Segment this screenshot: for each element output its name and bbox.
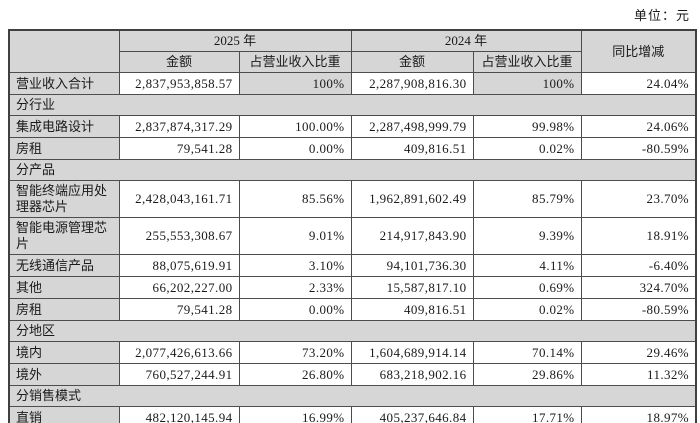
- section-row: 分产品: [8, 159, 697, 181]
- corner-blank-cell: [8, 29, 120, 73]
- ratio-2024-cell: 0.02%: [472, 137, 582, 160]
- table-row: 集成电路设计 2,837,874,317.29 100.00% 2,287,498,9…: [8, 115, 697, 138]
- table-row: 智能终端应用处理器芯片 2,428,043,161.71 85.56% 1,962,8…: [8, 180, 697, 218]
- section-label: 分行业: [8, 94, 697, 116]
- amount-2025-cell: 2,837,874,317.29: [118, 115, 240, 138]
- amount-2024-cell: 1,604,689,914.14: [350, 341, 474, 364]
- ratio-header-2024: 占营业收入比重: [472, 51, 582, 73]
- ratio-2025-cell: 16.99%: [238, 406, 352, 423]
- amount-2025-cell: 66,202,227.00: [118, 276, 240, 299]
- year-2024-header: 2024 年: [350, 29, 582, 52]
- table-row: 其他 66,202,227.00 2.33% 15,587,817.10 0.69% 32…: [8, 276, 697, 299]
- row-label-cell: 境外: [8, 363, 120, 386]
- table-row: 房租 79,541.28 0.00% 409,816.51 0.02% -80.59%: [8, 298, 697, 321]
- amount-2025-cell: 255,553,308.67: [118, 217, 240, 255]
- ratio-2024-cell: 99.98%: [472, 115, 582, 138]
- ratio-2025-cell: 26.80%: [238, 363, 352, 386]
- unit-label: 单位：元: [633, 8, 690, 23]
- amount-2024-cell: 1,962,891,602.49: [350, 180, 474, 218]
- row-label-cell: 智能电源管理芯片: [8, 217, 120, 255]
- ratio-2024-cell: 29.86%: [472, 363, 582, 386]
- ratio-2025-cell: 0.00%: [238, 137, 352, 160]
- table-row: 无线通信产品 88,075,619.91 3.10% 94,101,736.30 4.1…: [8, 254, 697, 277]
- yoy-cell: -6.40%: [580, 254, 697, 277]
- amount-2024-cell: 94,101,736.30: [350, 254, 474, 277]
- amount-2024-cell: 409,816.51: [350, 137, 474, 160]
- ratio-2025-cell: 100%: [238, 72, 352, 95]
- ratio-2025-cell: 73.20%: [238, 341, 352, 364]
- ratio-2024-cell: 0.02%: [472, 298, 582, 321]
- ratio-2025-cell: 85.56%: [238, 180, 352, 218]
- ratio-2024-cell: 70.14%: [472, 341, 582, 364]
- yoy-change-header: 同比增减: [580, 29, 697, 73]
- amount-2024-cell: 2,287,498,999.79: [350, 115, 474, 138]
- revenue-breakdown-table: 2025 年 2024 年 同比增减 金额 占营业收入比重 金额 占营业收入比重…: [8, 29, 698, 423]
- ratio-2024-cell: 85.79%: [472, 180, 582, 218]
- amount-2024-cell: 405,237,646.84: [350, 406, 474, 423]
- yoy-cell: 18.97%: [580, 406, 697, 423]
- row-label-cell: 直销: [8, 406, 120, 423]
- section-row: 分行业: [8, 94, 697, 116]
- yoy-cell: 324.70%: [580, 276, 697, 299]
- amount-2024-cell: 683,218,902.16: [350, 363, 474, 386]
- yoy-cell: 24.06%: [580, 115, 697, 138]
- amount-2025-cell: 79,541.28: [118, 137, 240, 160]
- yoy-cell: -80.59%: [580, 298, 697, 321]
- ratio-2024-cell: 4.11%: [472, 254, 582, 277]
- amount-2024-cell: 214,917,843.90: [350, 217, 474, 255]
- yoy-cell: 18.91%: [580, 217, 697, 255]
- table-header-row-metrics: 金额 占营业收入比重 金额 占营业收入比重: [9, 51, 696, 73]
- amount-2025-cell: 2,428,043,161.71: [118, 180, 240, 218]
- section-label: 分地区: [8, 320, 697, 342]
- row-label-cell: 集成电路设计: [8, 115, 120, 138]
- amount-2025-cell: 79,541.28: [118, 298, 240, 321]
- yoy-cell: 29.46%: [580, 341, 697, 364]
- row-label-cell: 无线通信产品: [8, 254, 120, 277]
- row-label-cell: 房租: [8, 137, 120, 160]
- amount-2024-cell: 409,816.51: [350, 298, 474, 321]
- ratio-2024-cell: 9.39%: [472, 217, 582, 255]
- amount-2025-cell: 88,075,619.91: [118, 254, 240, 277]
- amount-header-2025: 金额: [118, 51, 240, 73]
- amount-2025-cell: 2,837,953,858.57: [118, 72, 240, 95]
- amount-2025-cell: 482,120,145.94: [118, 406, 240, 423]
- row-label-cell: 其他: [8, 276, 120, 299]
- ratio-2024-cell: 17.71%: [472, 406, 582, 423]
- amount-2025-cell: 2,077,426,613.66: [118, 341, 240, 364]
- table-row: 房租 79,541.28 0.00% 409,816.51 0.02% -80.59%: [8, 137, 697, 160]
- yoy-cell: 11.32%: [580, 363, 697, 386]
- table-body: 营业收入合计 2,837,953,858.57 100% 2,287,908,816.…: [8, 72, 697, 423]
- ratio-2025-cell: 0.00%: [238, 298, 352, 321]
- ratio-2025-cell: 3.10%: [238, 254, 352, 277]
- table-row: 境内 2,077,426,613.66 73.20% 1,604,689,914.14…: [8, 341, 697, 364]
- row-label-cell: 房租: [8, 298, 120, 321]
- yoy-cell: 23.70%: [580, 180, 697, 218]
- year-2025-header: 2025 年: [118, 29, 352, 52]
- ratio-header-2025: 占营业收入比重: [238, 51, 352, 73]
- table-row: 智能电源管理芯片 255,553,308.67 9.01% 214,917,843.9…: [8, 217, 697, 255]
- amount-2025-cell: 760,527,244.91: [118, 363, 240, 386]
- ratio-2025-cell: 100.00%: [238, 115, 352, 138]
- section-row: 分地区: [8, 320, 697, 342]
- ratio-2024-cell: 0.69%: [472, 276, 582, 299]
- yoy-cell: 24.04%: [580, 72, 697, 95]
- row-label-cell: 境内: [8, 341, 120, 364]
- table-header-row-years: 2025 年 2024 年 同比增减: [8, 29, 697, 73]
- amount-header-2024: 金额: [350, 51, 474, 73]
- ratio-2025-cell: 2.33%: [238, 276, 352, 299]
- amount-2024-cell: 2,287,908,816.30: [350, 72, 474, 95]
- row-label-cell: 营业收入合计: [8, 72, 120, 95]
- amount-2024-cell: 15,587,817.10: [350, 276, 474, 299]
- table-row: 营业收入合计 2,837,953,858.57 100% 2,287,908,816.…: [8, 72, 697, 95]
- ratio-2024-cell: 100%: [472, 72, 582, 95]
- table-row: 直销 482,120,145.94 16.99% 405,237,646.84 17.7…: [8, 406, 697, 423]
- section-label: 分产品: [8, 159, 697, 181]
- table-row: 境外 760,527,244.91 26.80% 683,218,902.16 29.8…: [8, 363, 697, 386]
- yoy-cell: -80.59%: [580, 137, 697, 160]
- ratio-2025-cell: 9.01%: [238, 217, 352, 255]
- section-row: 分销售模式: [8, 385, 697, 407]
- section-label: 分销售模式: [8, 385, 697, 407]
- row-label-cell: 智能终端应用处理器芯片: [8, 180, 120, 218]
